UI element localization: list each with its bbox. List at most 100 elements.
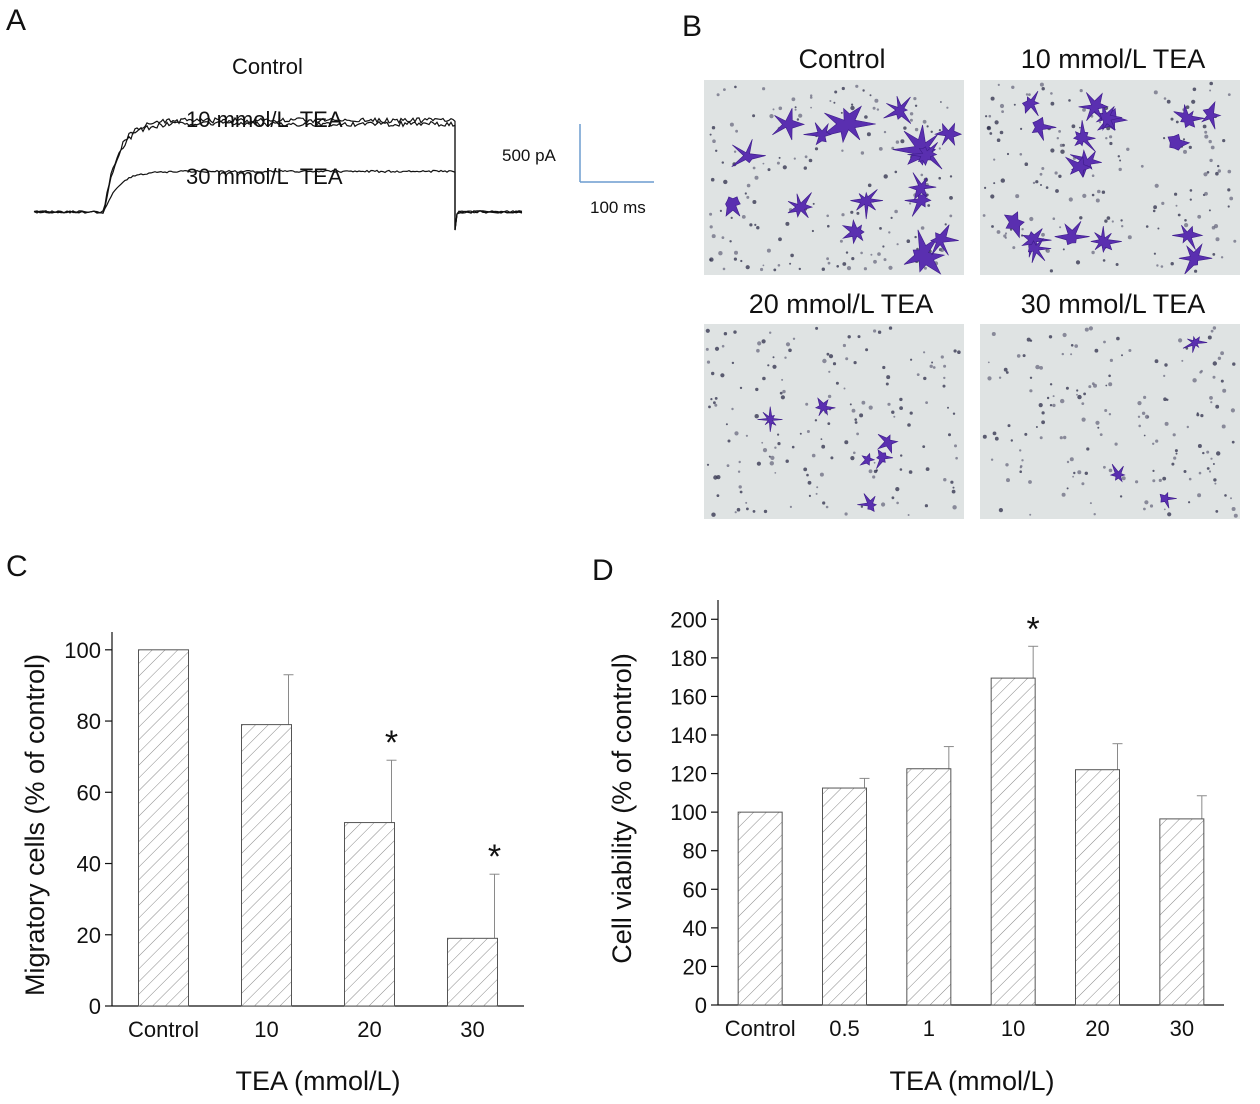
membrane-pore — [791, 445, 795, 449]
migrated-cell — [731, 139, 766, 167]
membrane-pore — [1209, 81, 1213, 86]
membrane-pore — [994, 436, 999, 441]
membrane-pore — [1046, 396, 1050, 400]
membrane-pore — [1210, 457, 1213, 460]
membrane-pore — [752, 166, 756, 170]
migrated-cell — [1090, 225, 1122, 253]
membrane-pore — [922, 119, 927, 124]
membrane-pore — [1227, 93, 1231, 96]
membrane-pore — [745, 501, 748, 504]
membrane-pore — [822, 501, 826, 505]
membrane-pore — [1210, 329, 1214, 333]
membrane-pore — [828, 354, 834, 359]
membrane-pore — [1022, 354, 1026, 358]
membrane-pore — [1050, 101, 1055, 106]
membrane-pore — [1083, 392, 1086, 396]
membrane-pore — [811, 453, 816, 458]
membrane-pore — [866, 132, 871, 137]
bar — [822, 787, 867, 1006]
membrane-pore — [1006, 478, 1010, 483]
membrane-pore — [982, 434, 987, 439]
membrane-pore — [735, 129, 738, 133]
membrane-pore — [1214, 482, 1217, 485]
migrated-cell — [850, 189, 884, 220]
membrane-pore — [767, 168, 771, 172]
membrane-pore — [777, 433, 780, 436]
x-tick-label: 30 — [1170, 1016, 1194, 1041]
membrane-pore — [890, 216, 893, 219]
membrane-pore — [804, 155, 808, 159]
membrane-pore — [1093, 383, 1097, 388]
significance-star: * — [1027, 610, 1040, 648]
membrane-pore — [891, 496, 895, 500]
y-tick-label: 40 — [77, 852, 101, 877]
membrane-pore — [782, 165, 787, 170]
membrane-pore — [1194, 269, 1198, 273]
membrane-pore — [1011, 85, 1015, 90]
membrane-pore — [854, 418, 857, 421]
migrated-cell — [907, 142, 938, 167]
membrane-pore — [1079, 126, 1081, 129]
membrane-pore — [878, 147, 883, 151]
membrane-pore — [1029, 339, 1033, 342]
migrated-cell — [1167, 133, 1191, 151]
membrane-pore — [744, 192, 747, 195]
membrane-pore — [1141, 411, 1146, 415]
membrane-pore — [987, 126, 990, 130]
membrane-pore — [952, 505, 957, 510]
membrane-pore — [1215, 237, 1220, 242]
membrane-pore — [709, 133, 712, 136]
migrated-cell — [1054, 221, 1090, 246]
membrane-pore — [785, 221, 790, 226]
membrane-pore — [1082, 193, 1087, 198]
membrane-pore — [778, 156, 781, 159]
x-tick-label: Control — [128, 1017, 199, 1042]
membrane-pore — [794, 108, 797, 111]
membrane-pore — [772, 364, 777, 369]
membrane-pore — [950, 480, 954, 484]
membrane-pore — [925, 401, 928, 404]
membrane-pore — [714, 397, 718, 400]
membrane-pore — [1076, 389, 1079, 392]
membrane-pore — [1164, 363, 1168, 367]
membrane-pore — [1095, 198, 1100, 203]
membrane-pore — [1005, 463, 1009, 467]
membrane-pore — [796, 118, 800, 121]
migrated-cell — [1201, 100, 1222, 130]
membrane-pore — [719, 209, 723, 212]
membrane-pore — [982, 214, 986, 217]
membrane-pore — [1206, 467, 1210, 470]
membrane-pore — [841, 213, 845, 217]
membrane-pore — [710, 177, 715, 182]
membrane-pore — [769, 331, 772, 334]
membrane-pore — [930, 130, 933, 133]
membrane-pore — [1152, 479, 1156, 483]
membrane-pore — [1209, 158, 1213, 163]
membrane-pore — [825, 505, 829, 509]
membrane-pore — [899, 406, 903, 410]
membrane-pore — [1189, 189, 1193, 192]
membrane-pore — [1163, 374, 1166, 377]
membrane-pore — [1035, 180, 1039, 184]
membrane-pore — [1060, 398, 1065, 404]
membrane-pore — [829, 100, 832, 102]
membrane-pore — [854, 421, 858, 424]
membrane-pore — [1172, 433, 1176, 437]
membrane-pore — [1016, 354, 1021, 358]
significance-star: * — [385, 724, 398, 762]
membrane-pore — [1227, 205, 1230, 208]
membrane-pore — [1197, 214, 1202, 219]
membrane-pore — [761, 339, 766, 344]
membrane-pore — [908, 470, 913, 474]
membrane-pore — [807, 480, 812, 485]
membrane-pore — [868, 469, 873, 474]
membrane-pore — [1209, 89, 1212, 92]
membrane-pore — [1099, 121, 1102, 124]
micrograph-10mm — [980, 80, 1240, 275]
membrane-pore — [731, 407, 734, 411]
membrane-pore — [716, 494, 720, 497]
membrane-pore — [913, 97, 917, 101]
membrane-pore — [828, 370, 831, 373]
membrane-pore — [1166, 99, 1171, 104]
